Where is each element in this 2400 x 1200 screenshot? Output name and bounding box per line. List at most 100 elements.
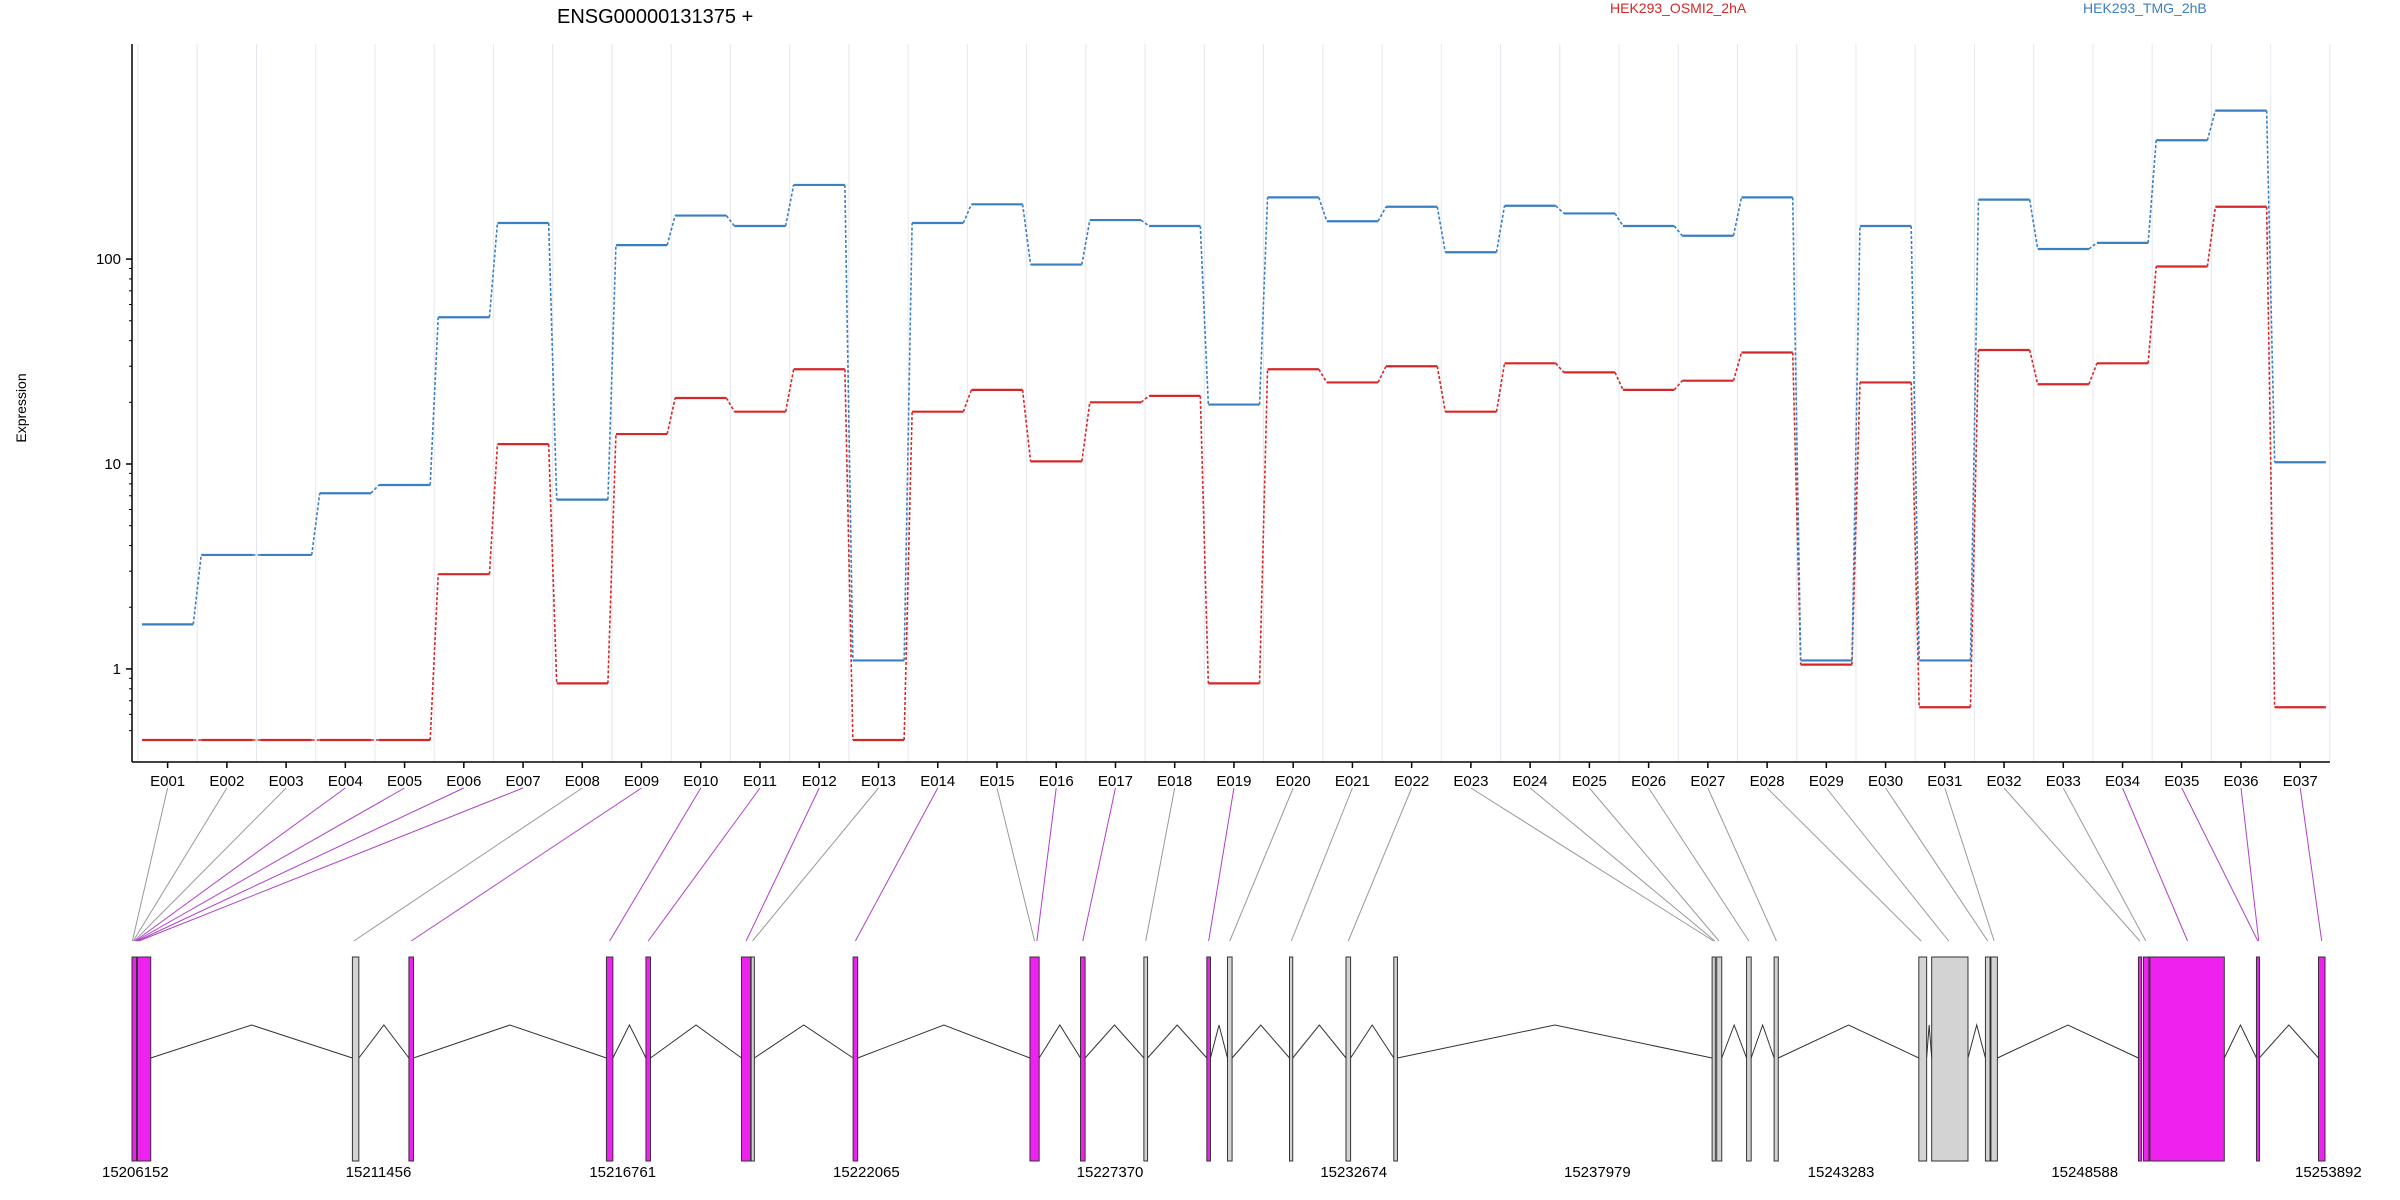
step-connector — [370, 484, 380, 494]
intron-8 — [857, 1024, 1031, 1059]
connector-E025 — [1588, 787, 1720, 942]
intron-28 — [2258, 1024, 2319, 1059]
step-connector — [547, 222, 558, 500]
x-tick-label-E022: E022 — [1394, 773, 1429, 790]
step-connector — [2147, 140, 2157, 243]
exon-connectors — [131, 787, 2323, 942]
step-connector — [1851, 225, 1861, 661]
step-connector — [1021, 389, 1032, 462]
connector-E033 — [2062, 787, 2147, 942]
genome-tick-label-6: 15237979 — [1564, 1164, 1631, 1181]
connector-E027 — [1707, 787, 1777, 942]
intron-16 — [1397, 1024, 1713, 1059]
exon-box-9 — [852, 956, 859, 1162]
exon-box-23 — [1931, 956, 1969, 1162]
x-tick-label-E026: E026 — [1631, 773, 1666, 790]
x-tick-label-E021: E021 — [1335, 773, 1370, 790]
series-lines — [142, 109, 2326, 742]
step-connector — [1140, 219, 1150, 227]
step-connector — [1555, 362, 1565, 373]
step-connector — [1140, 395, 1150, 403]
intron-2 — [358, 1024, 410, 1059]
exon-box-30 — [2317, 956, 2326, 1162]
intron-27 — [2223, 1023, 2257, 1059]
connector-E037 — [2299, 787, 2323, 942]
step-connector — [1377, 365, 1387, 383]
x-tick-label-E034: E034 — [2105, 773, 2140, 790]
x-tick-label-E016: E016 — [1039, 773, 1074, 790]
connector-E005 — [135, 787, 405, 942]
connector-E017 — [1082, 787, 1116, 942]
step-connector — [725, 215, 736, 227]
step-connector — [2088, 363, 2098, 385]
step-connector — [1436, 206, 1447, 253]
x-tick-label-E002: E002 — [209, 773, 244, 790]
exon-box-7 — [740, 956, 752, 1162]
step-connector — [1081, 219, 1091, 265]
step-connector — [1318, 368, 1328, 383]
step-connector — [1969, 199, 1980, 661]
intron-20 — [1778, 1024, 1920, 1059]
axes: 1 10 100 E001 E002 E003 E004 E005 E006 E007 E008 E0… — [96, 44, 2330, 790]
connector-E007 — [138, 787, 524, 942]
step-connector — [1495, 363, 1506, 412]
connector-E010 — [609, 787, 702, 942]
x-tick-label-E015: E015 — [979, 773, 1014, 790]
step-connector — [666, 215, 676, 246]
connector-E034 — [2122, 787, 2189, 942]
exon-box-14 — [1226, 956, 1233, 1162]
connector-E036 — [2240, 787, 2260, 942]
step-connector — [2206, 206, 2217, 267]
intron-15 — [1350, 1024, 1395, 1059]
y-axis-label: Expression — [13, 373, 29, 442]
exon-box-21 — [1773, 956, 1779, 1162]
step-connector — [1318, 197, 1328, 222]
x-tick-label-E009: E009 — [624, 773, 659, 790]
connector-E015 — [996, 787, 1036, 942]
x-tick-label-E007: E007 — [506, 773, 541, 790]
step-connector — [192, 554, 203, 625]
connector-E018 — [1145, 787, 1176, 942]
exon-box-16 — [1345, 956, 1352, 1162]
exon-box-12 — [1143, 956, 1149, 1162]
exon-box-24 — [1984, 956, 1991, 1162]
x-tick-label-E025: E025 — [1572, 773, 1607, 790]
step-connector — [1436, 366, 1447, 412]
x-tick-label-E019: E019 — [1216, 773, 1251, 790]
step-connector — [844, 369, 854, 741]
step-connector — [2206, 110, 2217, 141]
x-tick-label-E018: E018 — [1157, 773, 1192, 790]
genome-tick-label-2: 15216761 — [589, 1164, 656, 1181]
connector-E006 — [137, 787, 465, 942]
x-tick-label-E036: E036 — [2223, 773, 2258, 790]
exon-box-2 — [136, 956, 152, 1162]
connector-E019 — [1208, 787, 1235, 942]
intron-10 — [1084, 1024, 1145, 1059]
step-connector — [1969, 349, 1980, 708]
x-tick-label-E004: E004 — [328, 773, 363, 790]
intron-9 — [1038, 1024, 1081, 1059]
genome-tick-label-5: 15232674 — [1320, 1164, 1387, 1181]
step-connector — [2265, 206, 2276, 708]
genome-tick-label-0: 15206152 — [102, 1164, 169, 1181]
exon-box-22 — [1918, 956, 1928, 1162]
x-tick-label-E023: E023 — [1453, 773, 1488, 790]
y-tick-label-0: 1 — [113, 661, 121, 678]
connector-E026 — [1648, 787, 1750, 942]
intron-5 — [650, 1024, 742, 1059]
chart-title: ENSG00000131375 + — [557, 6, 753, 28]
step-connector — [2265, 110, 2276, 463]
genome-axis: 15206152 15211456 15216761 15222065 15227370… — [102, 1164, 2362, 1181]
x-tick-label-E030: E030 — [1868, 773, 1903, 790]
connector-E009 — [410, 787, 642, 942]
connector-E020 — [1229, 787, 1294, 942]
step-connector — [1910, 382, 1920, 708]
intron-22 — [1967, 1023, 1986, 1059]
connector-E001 — [131, 787, 169, 942]
exon-box-11 — [1079, 956, 1086, 1162]
step-connector — [1258, 369, 1269, 684]
genome-tick-label-4: 15227370 — [1077, 1164, 1144, 1181]
exon-box-1 — [131, 956, 138, 1162]
exon-box-15 — [1289, 956, 1294, 1162]
